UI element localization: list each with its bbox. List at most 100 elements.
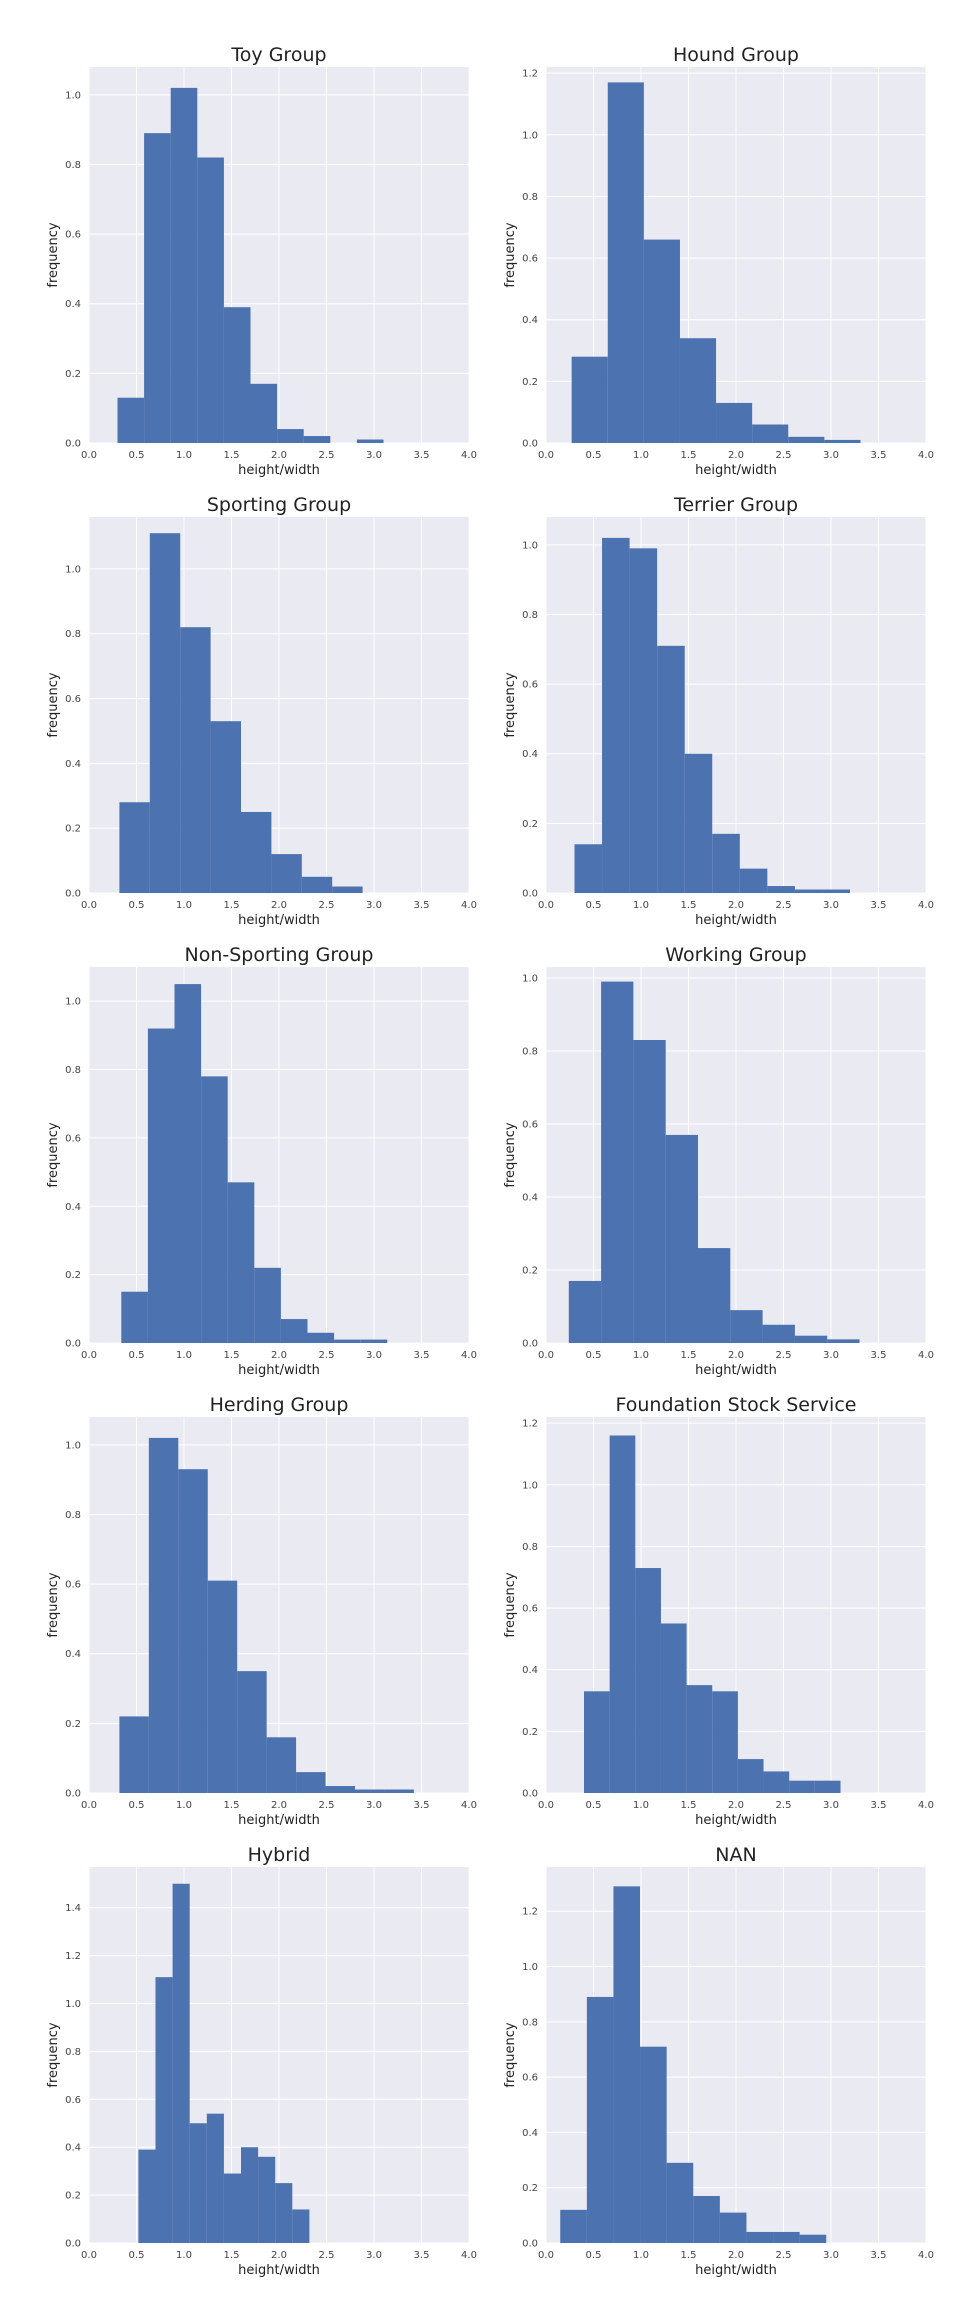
y-tick-label: 0.4 [522, 315, 538, 326]
x-tick-label: 2.0 [271, 900, 287, 911]
x-tick-label: 0.5 [586, 1800, 602, 1811]
x-tick-label: 4.0 [461, 450, 477, 461]
x-tick-label: 0.5 [586, 1350, 602, 1361]
y-tick-label: 0.2 [522, 1727, 538, 1738]
histogram-bar [767, 886, 795, 893]
y-tick-label: 0.4 [522, 1192, 538, 1203]
x-tick-label: 1.0 [176, 1350, 192, 1361]
histogram-bar [684, 753, 713, 893]
y-tick-label: 0.8 [65, 1065, 81, 1076]
x-tick-label: 2.5 [776, 900, 792, 911]
histogram-bar [174, 984, 202, 1343]
y-tick-label: 0.6 [65, 1133, 81, 1144]
y-tick-label: 1.0 [65, 1999, 81, 2010]
histogram-bar [737, 1759, 764, 1793]
x-tick-label: 1.5 [681, 900, 697, 911]
histogram-bar [712, 833, 740, 893]
x-tick-label: 4.0 [918, 1800, 934, 1811]
histogram-bar [752, 424, 789, 443]
x-tick-label: 2.0 [271, 450, 287, 461]
histogram-bar [799, 2234, 827, 2243]
x-tick-label: 1.5 [224, 2250, 240, 2261]
histogram-bar [613, 1886, 641, 2243]
histogram-bar [794, 889, 823, 893]
histogram-bar [601, 981, 634, 1343]
histogram-bar [633, 1040, 666, 1343]
y-axis-label: frequency [46, 1572, 61, 1638]
y-tick-label: 1.2 [65, 1951, 81, 1962]
histogram-bar [197, 157, 224, 443]
y-tick-label: 0.0 [522, 889, 538, 900]
histogram-bar [824, 439, 861, 443]
x-tick-label: 1.0 [176, 2250, 192, 2261]
y-tick-label: 0.8 [522, 610, 538, 621]
y-tick-label: 0.6 [65, 2095, 81, 2106]
histogram-bar [814, 1780, 841, 1793]
histogram-bar [334, 1339, 361, 1343]
x-tick-label: 4.0 [461, 1350, 477, 1361]
histogram-bar [292, 2209, 310, 2243]
x-tick-label: 2.0 [728, 900, 744, 911]
x-tick-label: 1.5 [681, 1350, 697, 1361]
x-tick-label: 3.5 [871, 1350, 887, 1361]
x-tick-label: 0.5 [586, 2250, 602, 2261]
histogram-bar [746, 2231, 774, 2243]
y-axis-label: frequency [503, 1572, 518, 1638]
y-tick-label: 0.0 [522, 439, 538, 450]
histogram-bar [629, 548, 658, 893]
histogram-bar [773, 2231, 800, 2243]
x-tick-label: 0.0 [538, 450, 554, 461]
histogram-bar [356, 439, 384, 443]
x-tick-label: 3.5 [414, 1350, 430, 1361]
histogram-bar [640, 2046, 667, 2243]
histogram-bar [119, 1716, 149, 1793]
x-tick-label: 2.5 [776, 2250, 792, 2261]
x-tick-label: 2.0 [271, 1350, 287, 1361]
histogram-panel: 0.0 0.5 1.0 1.5 2.0 2.5 3.0 3.5 4.0 0.0 0.2 0.4 0.6 0… [503, 944, 934, 1378]
x-tick-label: 3.5 [871, 900, 887, 911]
x-tick-label: 3.5 [414, 450, 430, 461]
y-tick-label: 0.6 [522, 2073, 538, 2084]
y-tick-label: 1.0 [65, 997, 81, 1008]
y-tick-label: 1.0 [522, 540, 538, 551]
y-tick-label: 0.8 [522, 192, 538, 203]
histogram-bar [271, 854, 302, 893]
x-tick-label: 2.0 [728, 1350, 744, 1361]
y-axis-label: frequency [46, 1122, 61, 1188]
y-tick-label: 0.6 [522, 254, 538, 265]
y-tick-label: 0.2 [65, 369, 81, 380]
x-tick-label: 1.5 [224, 450, 240, 461]
histogram-bar [657, 645, 685, 893]
x-tick-label: 1.5 [224, 1350, 240, 1361]
histogram-bar [170, 87, 198, 443]
histogram-bar [686, 1685, 713, 1793]
x-tick-label: 1.0 [633, 1800, 649, 1811]
x-tick-label: 0.0 [81, 1800, 97, 1811]
y-tick-label: 0.0 [522, 1789, 538, 1800]
chart-title: Foundation Stock Service [616, 1394, 857, 1416]
histogram-bar [698, 1248, 731, 1343]
histogram-panel: 0.0 0.5 1.0 1.5 2.0 2.5 3.0 3.5 4.0 0.0 0.2 0.4 0.6 0… [503, 1394, 934, 1828]
x-axis-label: height/width [238, 913, 320, 928]
x-tick-label: 0.5 [129, 1800, 145, 1811]
x-tick-label: 2.5 [319, 450, 335, 461]
x-tick-label: 0.0 [538, 900, 554, 911]
histogram-bar [719, 2212, 747, 2243]
x-tick-label: 2.5 [319, 900, 335, 911]
x-tick-label: 3.5 [414, 900, 430, 911]
histogram-bar [762, 1324, 795, 1343]
histogram-bar [679, 338, 717, 443]
histogram-bar [207, 1580, 238, 1793]
histogram-bar [149, 533, 181, 893]
y-tick-label: 0.4 [65, 299, 81, 310]
histogram-bar [568, 1280, 602, 1343]
histogram-bar [607, 82, 644, 443]
y-tick-label: 0.8 [522, 1542, 538, 1553]
x-axis-label: height/width [695, 2263, 777, 2278]
histogram-bar [574, 844, 603, 893]
x-tick-label: 3.0 [366, 2250, 382, 2261]
histogram-bar [660, 1623, 687, 1793]
y-tick-label: 1.2 [522, 69, 538, 80]
x-tick-label: 4.0 [461, 2250, 477, 2261]
histogram-bar [301, 876, 333, 893]
